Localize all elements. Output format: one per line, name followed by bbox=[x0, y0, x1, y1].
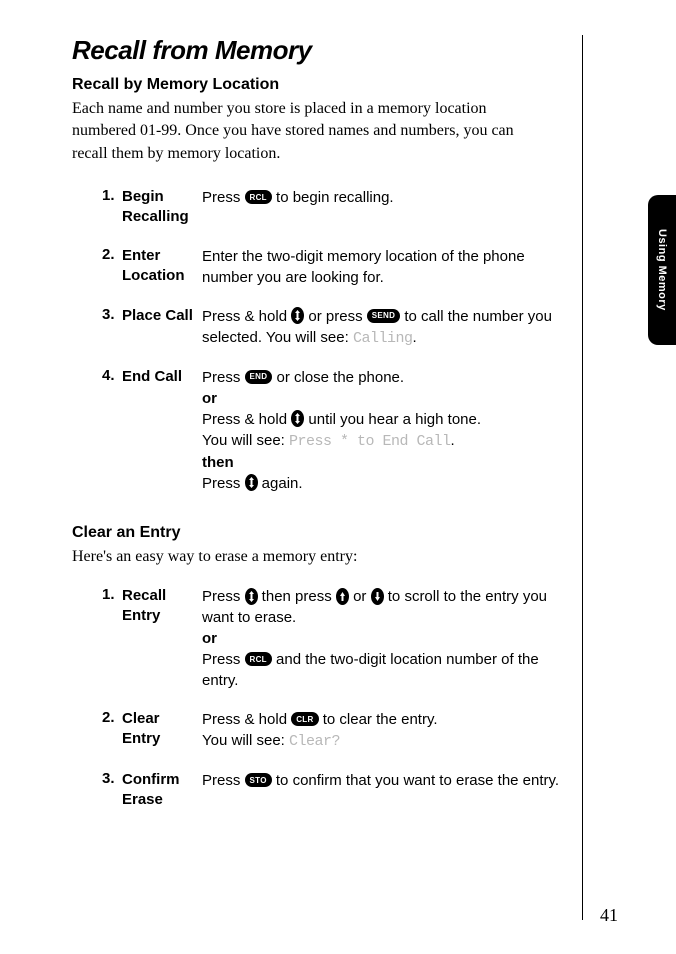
nav-key-icon bbox=[245, 588, 258, 605]
page-number: 41 bbox=[600, 905, 618, 926]
screen-text: Calling bbox=[353, 330, 413, 347]
text: to confirm that you want to erase the en… bbox=[272, 772, 559, 789]
step-label: End Call bbox=[122, 367, 202, 387]
section1-intro: Each name and number you store is placed… bbox=[72, 98, 532, 165]
down-key-icon bbox=[371, 588, 384, 605]
nav-key-icon bbox=[291, 307, 304, 324]
text: or press bbox=[304, 308, 367, 325]
text: then press bbox=[258, 588, 336, 605]
step-number: 3. bbox=[102, 306, 122, 323]
text: Press bbox=[202, 189, 245, 206]
section2-steps: 1. Recall Entry Press then press or to s… bbox=[102, 586, 572, 811]
step-number: 4. bbox=[102, 367, 122, 384]
section2-intro: Here's an easy way to erase a memory ent… bbox=[72, 546, 532, 568]
step-number: 2. bbox=[102, 246, 122, 263]
screen-text: Clear? bbox=[289, 733, 340, 750]
text: Press bbox=[202, 588, 245, 605]
step-desc: Press & hold or press SEND to call the n… bbox=[202, 306, 572, 349]
section2-title: Clear an Entry bbox=[72, 524, 616, 542]
step-number: 1. bbox=[102, 187, 122, 204]
step-number: 1. bbox=[102, 586, 122, 603]
step-label: Begin Recalling bbox=[122, 187, 202, 228]
text: Press & hold bbox=[202, 711, 291, 728]
page-title: Recall from Memory bbox=[72, 35, 616, 66]
step-row: 4. End Call Press END or close the phone… bbox=[102, 367, 572, 494]
page: Recall from Memory Recall by Memory Loca… bbox=[0, 0, 676, 920]
step-desc: Enter the two-digit memory location of t… bbox=[202, 246, 572, 288]
text: Press bbox=[202, 772, 245, 789]
rcl-key-icon: RCL bbox=[245, 190, 272, 204]
section1-title: Recall by Memory Location bbox=[72, 76, 616, 94]
text: until you hear a high tone. bbox=[304, 411, 481, 428]
text: or bbox=[349, 588, 371, 605]
send-key-icon: SEND bbox=[367, 309, 400, 323]
step-row: 2. Enter Location Enter the two-digit me… bbox=[102, 246, 572, 288]
vertical-divider bbox=[582, 35, 583, 920]
step-desc: Press then press or to scroll to the ent… bbox=[202, 586, 572, 691]
text: Press bbox=[202, 475, 245, 492]
screen-text: Press * to End Call bbox=[289, 433, 451, 450]
step-number: 2. bbox=[102, 709, 122, 726]
section1-steps: 1. Begin Recalling Press RCL to begin re… bbox=[102, 187, 572, 494]
text: Press & hold bbox=[202, 411, 291, 428]
side-tab: Using Memory bbox=[648, 195, 676, 345]
sto-key-icon: STO bbox=[245, 773, 272, 787]
step-label: Place Call bbox=[122, 306, 202, 326]
step-label: Confirm Erase bbox=[122, 770, 202, 811]
step-desc: Press & hold CLR to clear the entry. You… bbox=[202, 709, 572, 752]
step-row: 1. Recall Entry Press then press or to s… bbox=[102, 586, 572, 691]
nav-key-icon bbox=[245, 474, 258, 491]
text: . bbox=[451, 432, 455, 449]
step-row: 3. Place Call Press & hold or press SEND… bbox=[102, 306, 572, 349]
or-text: or bbox=[202, 388, 572, 409]
step-row: 3. Confirm Erase Press STO to confirm th… bbox=[102, 770, 572, 811]
text: You will see: bbox=[202, 432, 289, 449]
text: Press bbox=[202, 369, 245, 386]
text: You will see: bbox=[202, 732, 289, 749]
step-desc: Press RCL to begin recalling. bbox=[202, 187, 572, 208]
text: Press & hold bbox=[202, 308, 291, 325]
step-desc: Press STO to confirm that you want to er… bbox=[202, 770, 572, 791]
step-label: Clear Entry bbox=[122, 709, 202, 750]
step-label: Enter Location bbox=[122, 246, 202, 287]
nav-key-icon bbox=[291, 410, 304, 427]
or-text: or bbox=[202, 628, 572, 649]
text: to clear the entry. bbox=[319, 711, 438, 728]
up-key-icon bbox=[336, 588, 349, 605]
text: again. bbox=[258, 475, 303, 492]
side-tab-label: Using Memory bbox=[656, 229, 668, 311]
step-desc: Press END or close the phone. or Press &… bbox=[202, 367, 572, 494]
step-number: 3. bbox=[102, 770, 122, 787]
clr-key-icon: CLR bbox=[291, 712, 318, 726]
step-label: Recall Entry bbox=[122, 586, 202, 627]
text: Press bbox=[202, 651, 245, 668]
step-row: 1. Begin Recalling Press RCL to begin re… bbox=[102, 187, 572, 228]
text: to begin recalling. bbox=[272, 189, 394, 206]
rcl-key-icon: RCL bbox=[245, 652, 272, 666]
then-text: then bbox=[202, 452, 572, 473]
end-key-icon: END bbox=[245, 370, 273, 384]
step-row: 2. Clear Entry Press & hold CLR to clear… bbox=[102, 709, 572, 752]
text: or close the phone. bbox=[272, 369, 404, 386]
text: . bbox=[412, 329, 416, 346]
